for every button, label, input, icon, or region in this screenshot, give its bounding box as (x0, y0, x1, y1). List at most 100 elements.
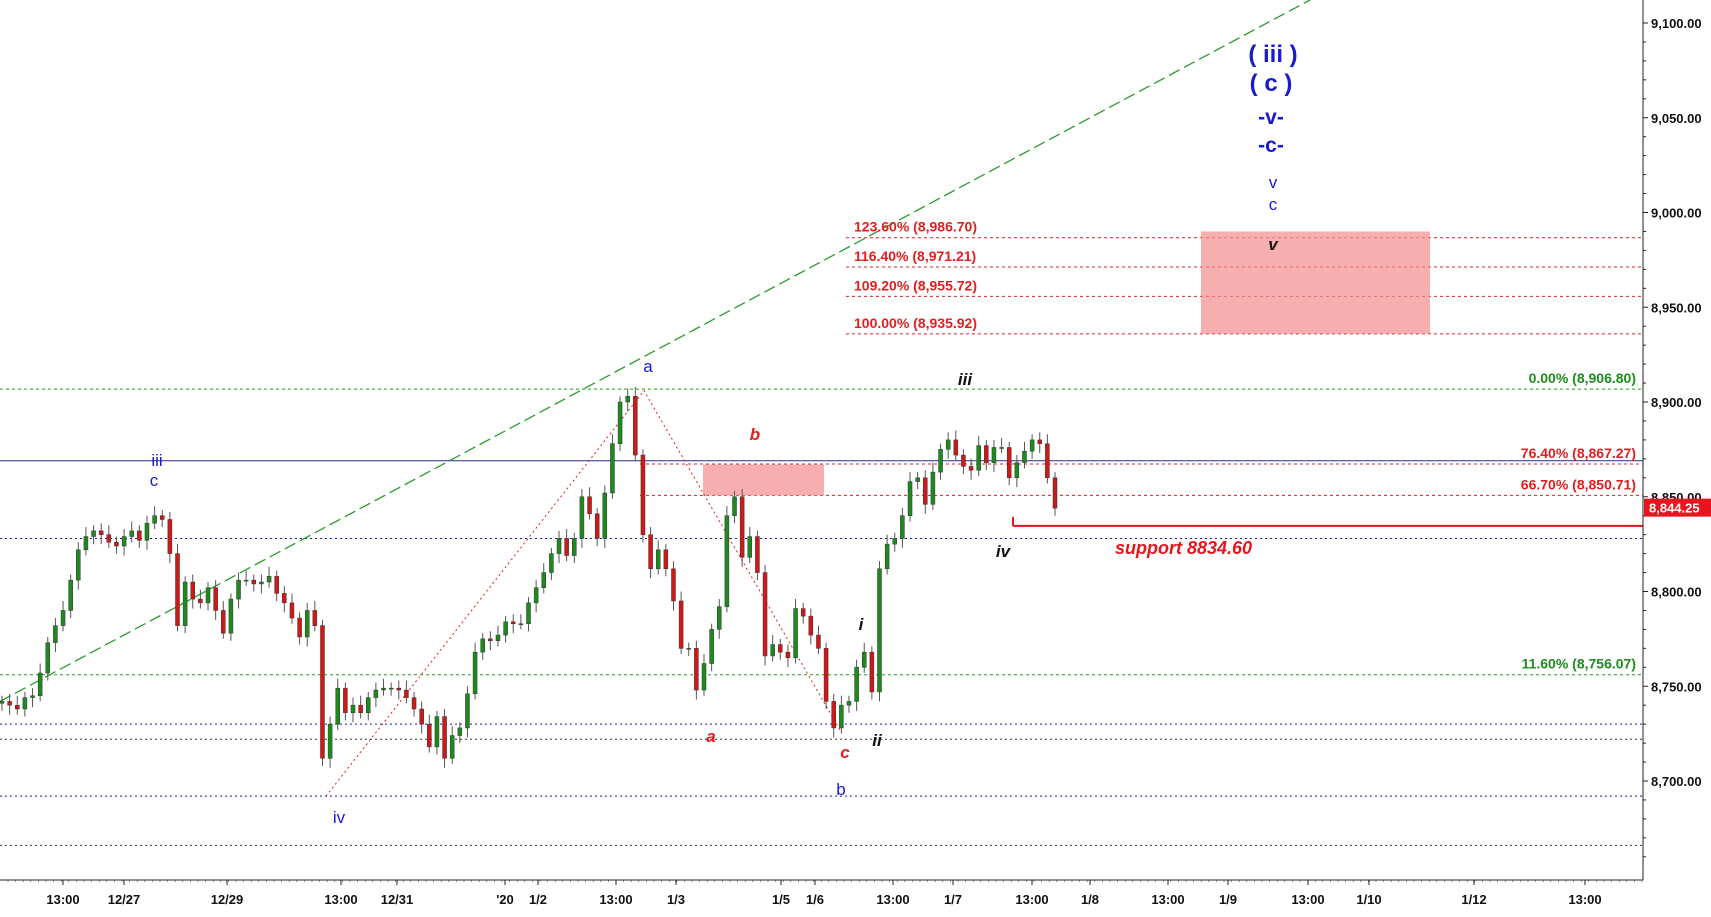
candle-body (106, 534, 112, 543)
y-axis-tick-label: 8,900.00 (1651, 395, 1702, 410)
candle-body (625, 396, 630, 403)
wave-label-iv: iv (333, 808, 346, 827)
candle-body (320, 625, 325, 759)
candle-body (144, 523, 150, 541)
x-axis-tick-label: 1/5 (772, 892, 790, 907)
candle-body (846, 701, 852, 706)
candle-body (205, 587, 211, 604)
candle-body (907, 481, 913, 516)
candle-body (518, 623, 524, 625)
candle-body (129, 530, 134, 537)
candle-body (854, 667, 859, 702)
candle-body (732, 496, 737, 516)
candle-body (1052, 477, 1058, 509)
candle-body (793, 608, 798, 659)
wave-label-c: c (150, 471, 159, 490)
x-axis-tick-label: 1/8 (1081, 892, 1099, 907)
candle-body (121, 536, 127, 547)
candle-body (861, 651, 867, 668)
wave-label-i-black: i (859, 615, 865, 634)
x-axis-tick-label: 13:00 (46, 892, 79, 907)
candle-body (358, 704, 363, 714)
candle-body (694, 648, 699, 691)
candle-body (610, 443, 615, 494)
candle-body (465, 693, 470, 729)
x-axis-tick-label: 13:00 (1151, 892, 1184, 907)
candle-body (83, 536, 89, 551)
candle-body (549, 553, 554, 573)
x-axis-tick-label: 12/27 (108, 892, 141, 907)
x-axis-tick-label: 1/12 (1461, 892, 1486, 907)
candle-body (304, 610, 310, 638)
candle-body (556, 538, 562, 554)
candle-body (236, 579, 241, 600)
candle-body (892, 538, 898, 545)
wave-label-v-black: v (1268, 235, 1279, 254)
candle-body (991, 447, 997, 463)
candle-body (709, 629, 714, 664)
candle-body (831, 701, 836, 729)
candle-body (243, 579, 249, 582)
x-axis-tick-label: 13:00 (599, 892, 632, 907)
candle-body (480, 638, 485, 653)
wave-label-c-small: c (1269, 195, 1278, 214)
fib-extension-label: 100.00% (8,935.92) (854, 315, 977, 331)
x-axis-tick-label: '20 (496, 892, 514, 907)
candle-body (823, 648, 829, 702)
candle-body (1029, 439, 1035, 452)
candle-body (457, 727, 463, 736)
candle-body (388, 687, 394, 690)
candle-body (976, 445, 981, 471)
candle-body (381, 687, 386, 691)
candle-body (602, 492, 608, 539)
candle-body (655, 549, 661, 570)
candle-body (114, 541, 119, 547)
x-axis-tick-label: 12/31 (381, 892, 414, 907)
wave-label-b: b (836, 780, 845, 799)
candle-body (228, 598, 234, 634)
fib-green-label: 0.00% (8,906.80) (1529, 370, 1636, 386)
candle-body (671, 568, 676, 602)
wave-label-v: v (1269, 173, 1278, 192)
candle-body (572, 538, 577, 556)
candle-body (984, 445, 989, 463)
y-axis-tick-label: 9,050.00 (1651, 111, 1702, 126)
candle-body (190, 581, 196, 600)
candle-body (900, 515, 905, 539)
candle-body (335, 687, 340, 725)
candle-body (739, 496, 745, 558)
fib-extension-label: 116.40% (8,971.21) (854, 248, 976, 264)
candle-body (350, 704, 356, 714)
candle-body (1006, 447, 1012, 479)
candle-body (923, 477, 928, 505)
candle-body (648, 534, 653, 570)
candle-body (701, 663, 707, 691)
candle-body (488, 638, 493, 642)
candle-body (762, 572, 768, 657)
candle-body (373, 689, 379, 698)
candle-body (1014, 462, 1020, 479)
y-axis-tick-label: 8,750.00 (1651, 679, 1702, 694)
candle-body (1037, 439, 1042, 444)
wave-label-v-dash: -v- (1258, 106, 1284, 129)
candle-body (213, 587, 218, 611)
candle-body (404, 689, 409, 698)
wave-label-c-red: c (840, 743, 850, 762)
candle-body (579, 496, 585, 539)
candle-body (167, 519, 173, 554)
candle-body (633, 396, 638, 456)
candle-body (953, 439, 959, 456)
resistance-zone (703, 464, 824, 496)
candle-body (137, 530, 142, 541)
candle-body (472, 651, 478, 695)
candle-body (60, 610, 66, 626)
x-axis-tick-label: 13:00 (1291, 892, 1324, 907)
candle-body (266, 576, 272, 583)
wave-label-ii-black: ii (872, 731, 883, 750)
x-axis-tick-label: 12/29 (211, 892, 244, 907)
candle-body (442, 716, 447, 759)
candle-body (564, 538, 569, 556)
candle-body (747, 536, 753, 558)
candle-body (449, 735, 455, 759)
